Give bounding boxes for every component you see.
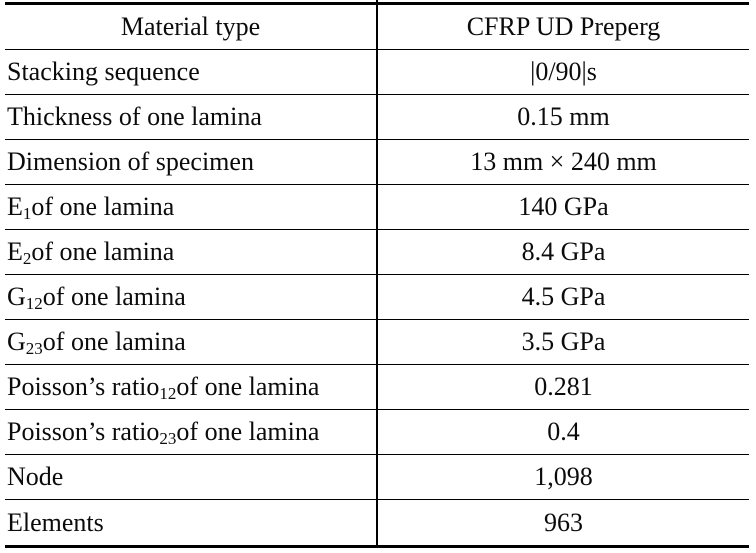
row-label: Dimension of specimen: [7, 147, 254, 176]
column-divider-tick: [376, 0, 378, 3]
table-header-row: Material type CFRP UD Preperg: [5, 5, 749, 50]
row-value: 4.5 GPa: [376, 275, 749, 319]
row-label: Stacking sequence: [7, 57, 200, 86]
table-row-thickness: Thickness of one lamina 0.15 mm: [5, 95, 749, 140]
row-value: 140 GPa: [376, 185, 749, 229]
row-label: Node: [7, 462, 64, 491]
row-label: G 23 of one lamina: [7, 327, 186, 358]
row-value: 0.15 mm: [376, 95, 749, 139]
table-row-g23: G 23 of one lamina 3.5 GPa: [5, 320, 749, 365]
row-value: 3.5 GPa: [376, 320, 749, 364]
row-value: |0/90|s: [376, 50, 749, 94]
column-header-material-value: CFRP UD Preperg: [376, 5, 749, 49]
table-row-poisson23: Poisson’s ratio 23 of one lamina 0.4: [5, 410, 749, 455]
table-row-poisson12: Poisson’s ratio 12 of one lamina 0.281: [5, 365, 749, 410]
row-value: 0.281: [376, 365, 749, 409]
row-value: 13 mm × 240 mm: [376, 140, 749, 184]
column-header-material-type: Material type: [120, 12, 261, 41]
row-value: 8.4 GPa: [376, 230, 749, 274]
table-row-g12: G 12 of one lamina 4.5 GPa: [5, 275, 749, 320]
row-label: G 12 of one lamina: [7, 282, 186, 313]
row-label: Thickness of one lamina: [7, 102, 262, 131]
row-value: 0.4: [376, 410, 749, 454]
row-label: Poisson’s ratio 12 of one lamina: [7, 372, 320, 403]
row-label: Elements: [7, 507, 104, 537]
table-row-node: Node 1,098: [5, 455, 749, 500]
row-value: 1,098: [376, 455, 749, 499]
table-row-elements: Elements 963: [5, 500, 749, 545]
table-row-stacking-sequence: Stacking sequence |0/90|s: [5, 50, 749, 95]
row-value: 963: [376, 500, 749, 545]
table-row-dimension: Dimension of specimen 13 mm × 240 mm: [5, 140, 749, 185]
row-label: Poisson’s ratio 23 of one lamina: [7, 417, 320, 448]
material-properties-table: Material type CFRP UD Preperg Stacking s…: [5, 0, 749, 548]
